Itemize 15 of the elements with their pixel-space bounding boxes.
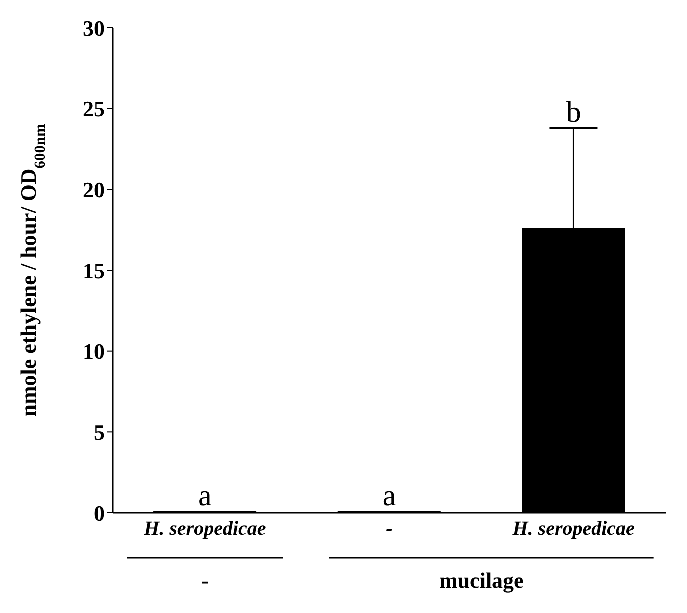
y-tick-label: 10 <box>83 339 105 364</box>
y-tick-label: 30 <box>83 16 105 41</box>
annotation: a <box>382 479 396 512</box>
y-tick-label: 5 <box>94 420 105 445</box>
y-tick-label: 0 <box>94 500 105 526</box>
x-tick-label: H. seropedicae <box>512 518 636 540</box>
x-tick-label: H. seropedicae <box>143 518 266 540</box>
y-tick-label: 20 <box>83 177 105 202</box>
x-tick-label: - <box>386 518 393 540</box>
text: mucilage <box>440 568 524 593</box>
y-tick-label: 15 <box>83 258 105 284</box>
annotation: b <box>566 96 582 130</box>
text: - <box>202 568 209 593</box>
annotation: a <box>198 479 212 512</box>
y-tick-label: 25 <box>83 96 105 122</box>
